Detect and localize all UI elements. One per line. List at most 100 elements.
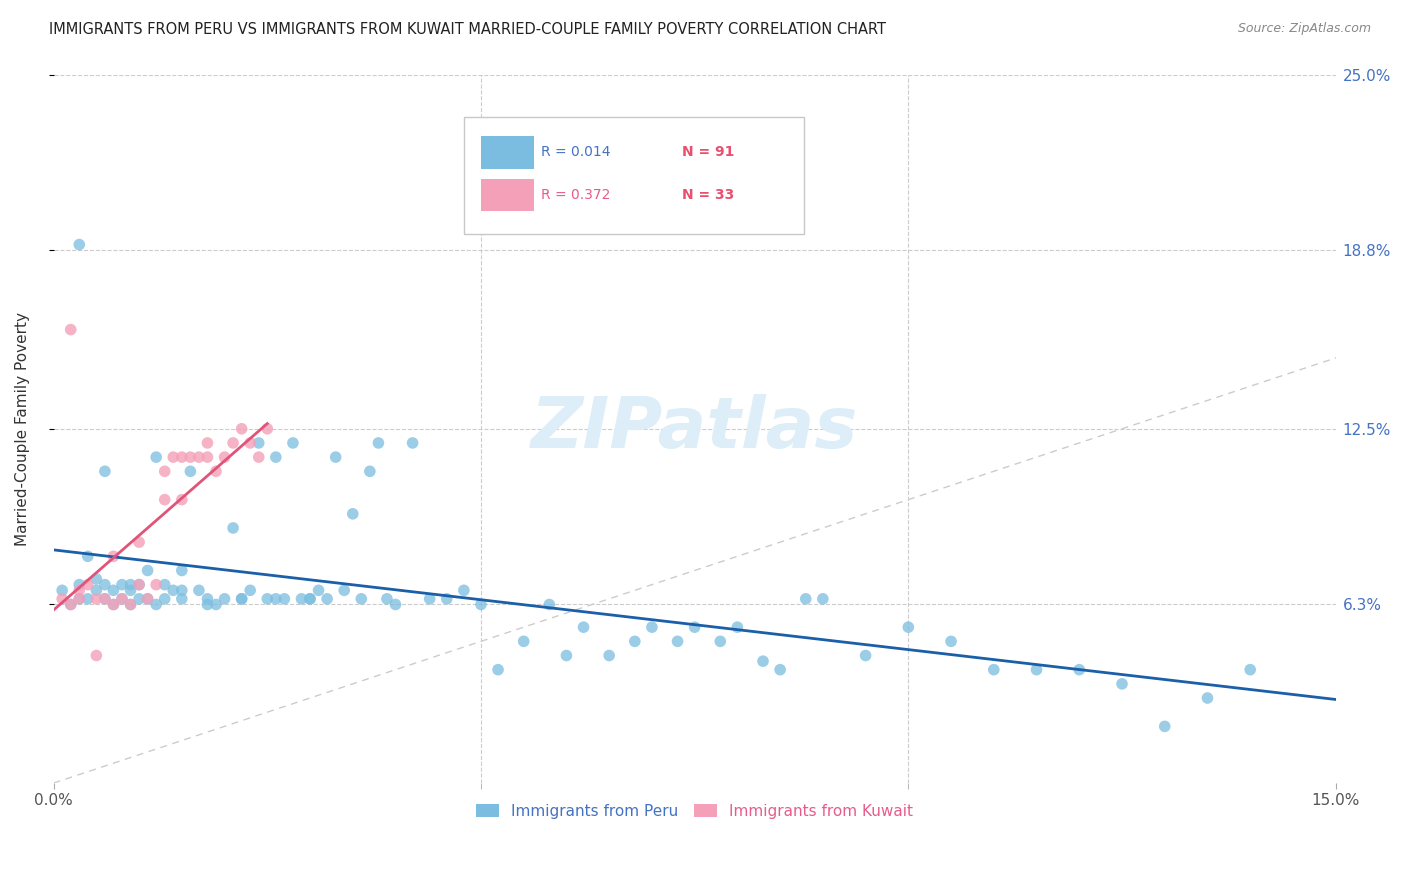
Point [111,591,134,606]
Point [187,583,209,598]
Point [555,648,578,663]
Point [641,620,664,634]
Point [419,591,441,606]
Point [111,591,134,606]
Point [256,422,278,436]
Point [59,322,82,336]
Point [67,237,90,252]
Point [325,450,347,464]
Point [436,591,458,606]
Point [855,648,877,663]
Point [145,577,167,591]
Point [264,591,287,606]
Point [231,591,253,606]
Point [264,450,287,464]
Point [86,583,108,598]
Point [683,620,706,634]
Point [273,591,295,606]
Point [111,577,134,591]
Point [572,620,595,634]
Point [709,634,731,648]
Point [67,591,90,606]
Point [1239,663,1261,677]
Point [170,450,193,464]
Point [725,620,748,634]
Point [308,583,330,598]
Point [299,591,322,606]
Point [239,583,262,598]
Point [1069,663,1091,677]
Point [470,598,492,612]
Point [162,450,184,464]
Point [197,450,219,464]
Point [136,591,159,606]
Point [333,583,356,598]
Point [486,663,509,677]
Point [153,577,176,591]
Point [375,591,398,606]
Point [103,598,125,612]
Point [94,591,117,606]
Point [76,591,98,606]
Point [205,464,228,478]
Point [120,577,142,591]
Point [538,598,561,612]
Point [811,591,834,606]
Point [120,598,142,612]
Point [214,591,236,606]
Point [222,436,245,450]
Point [290,591,312,606]
Point [222,521,245,535]
Point [231,591,253,606]
Text: R = 0.014: R = 0.014 [541,145,610,160]
Point [453,583,475,598]
Point [247,450,270,464]
Point [359,464,381,478]
Point [367,436,389,450]
Point [256,591,278,606]
Point [86,572,108,586]
Point [136,564,159,578]
Point [128,591,150,606]
Point [153,492,176,507]
Point [624,634,647,648]
Point [51,591,73,606]
Legend: Immigrants from Peru, Immigrants from Kuwait: Immigrants from Peru, Immigrants from Ku… [470,797,920,825]
Point [170,583,193,598]
Point [170,591,193,606]
Point [94,591,117,606]
Point [401,436,423,450]
Point [67,583,90,598]
Point [214,450,236,464]
Point [76,577,98,591]
Text: ZIPatlas: ZIPatlas [531,394,858,463]
Point [145,598,167,612]
Point [1111,677,1133,691]
Point [1197,691,1219,706]
Point [666,634,689,648]
Text: R = 0.372: R = 0.372 [541,188,610,202]
Point [153,591,176,606]
Point [205,598,228,612]
Point [384,598,406,612]
Point [316,591,339,606]
Point [128,535,150,549]
Point [187,450,209,464]
Point [59,598,82,612]
Point [794,591,817,606]
Point [939,634,962,648]
FancyBboxPatch shape [481,178,534,211]
Point [239,436,262,450]
Point [120,598,142,612]
Point [179,450,201,464]
Text: N = 91: N = 91 [682,145,734,160]
Point [120,583,142,598]
Point [512,634,534,648]
Point [162,583,184,598]
Point [179,464,201,478]
Point [128,577,150,591]
Point [197,436,219,450]
Point [67,577,90,591]
Point [103,583,125,598]
Point [231,422,253,436]
